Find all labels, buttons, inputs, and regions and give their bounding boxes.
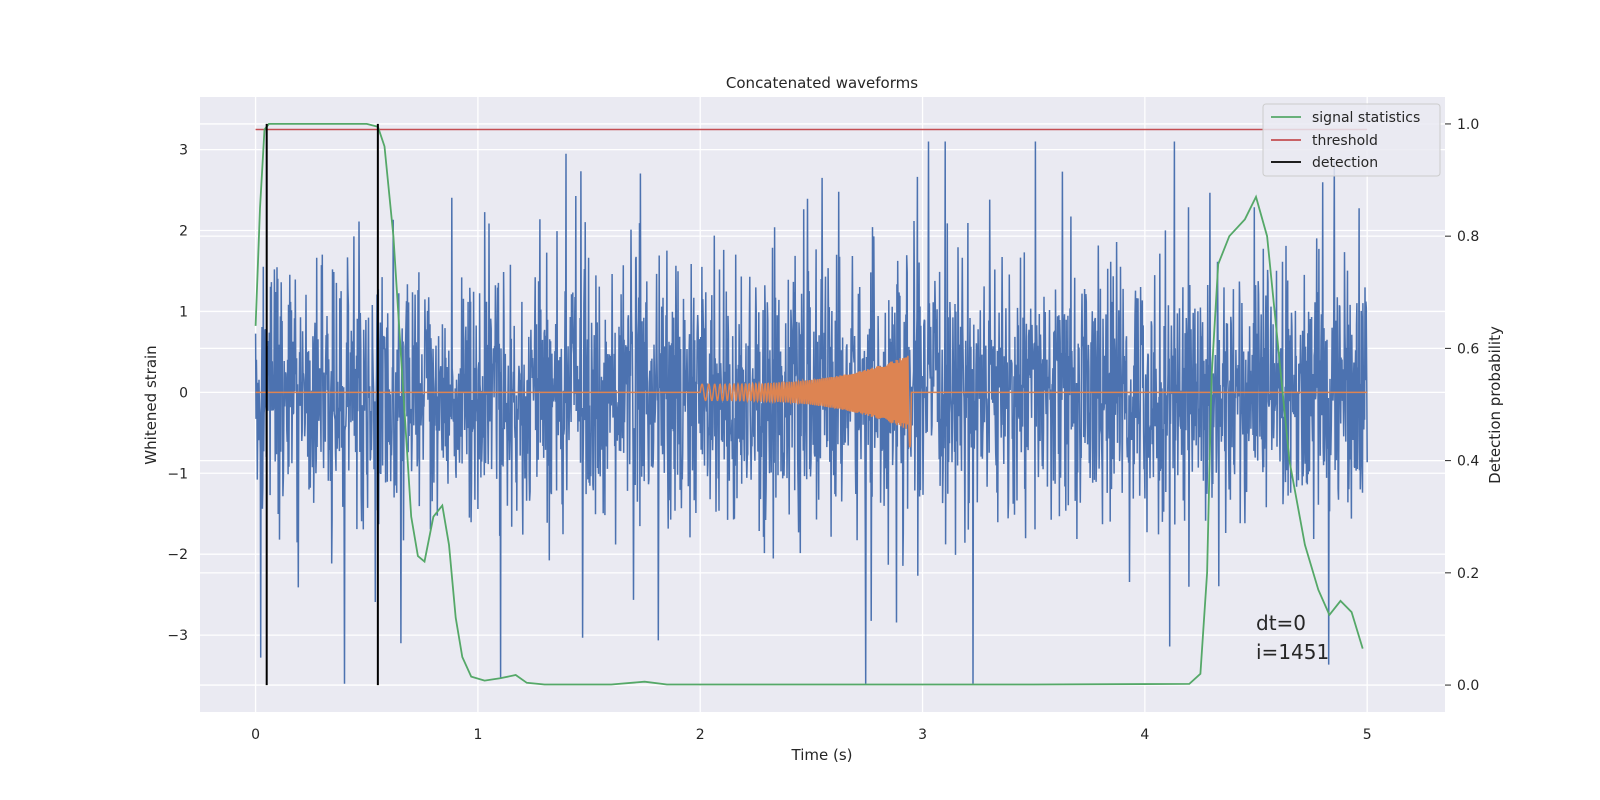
legend-label-detection: detection bbox=[1312, 155, 1378, 171]
y2-axis-label: Detection probability bbox=[1486, 326, 1504, 484]
x-tick-labels: 0 1 2 3 4 5 bbox=[251, 727, 1372, 743]
x-tick-label: 3 bbox=[918, 727, 927, 743]
legend-label-statistics: signal statistics bbox=[1312, 110, 1420, 126]
y-tick-label: −2 bbox=[167, 547, 188, 563]
signal-series-line bbox=[255, 355, 1368, 448]
x-tick-label: 2 bbox=[696, 727, 705, 743]
legend: signal statistics threshold detection bbox=[1262, 103, 1441, 177]
y-tick-label: −3 bbox=[167, 628, 188, 644]
y-axis-label: Whitened strain bbox=[142, 345, 160, 464]
y2-tick-label: 0.2 bbox=[1457, 566, 1479, 582]
y2-tick-label: 0.8 bbox=[1457, 229, 1479, 245]
y-tick-label: 0 bbox=[179, 385, 188, 401]
y2-tick-labels: 0.0 0.2 0.4 0.6 0.8 1.0 bbox=[1445, 117, 1479, 694]
detection-series-lines bbox=[265, 123, 379, 686]
chart-title: Concatenated waveforms bbox=[726, 74, 918, 92]
annotation-i: i=1451 bbox=[1256, 640, 1329, 664]
y2-tick-label: 0.6 bbox=[1457, 341, 1479, 357]
y2-tick-label: 0.0 bbox=[1457, 678, 1479, 694]
y-tick-label: 3 bbox=[179, 143, 188, 159]
signal-statistics-series-line bbox=[254, 123, 1364, 686]
x-tick-label: 5 bbox=[1363, 727, 1372, 743]
legend-box bbox=[1262, 103, 1441, 177]
y2-tick-label: 1.0 bbox=[1457, 117, 1479, 133]
x-tick-label: 1 bbox=[473, 727, 482, 743]
y-tick-label: 1 bbox=[179, 304, 188, 320]
y-tick-label: 2 bbox=[179, 224, 188, 240]
y2-tick-label: 0.4 bbox=[1457, 454, 1479, 470]
x-axis-label: Time (s) bbox=[791, 746, 853, 764]
x-tick-label: 0 bbox=[251, 727, 260, 743]
x-tick-label: 4 bbox=[1140, 727, 1149, 743]
y-tick-labels: −3 −2 −1 0 1 2 3 bbox=[167, 143, 188, 645]
annotation-dt: dt=0 bbox=[1256, 611, 1306, 635]
noise-series-line bbox=[254, 141, 1368, 684]
y-tick-label: −1 bbox=[167, 466, 188, 482]
legend-label-threshold: threshold bbox=[1312, 133, 1378, 149]
